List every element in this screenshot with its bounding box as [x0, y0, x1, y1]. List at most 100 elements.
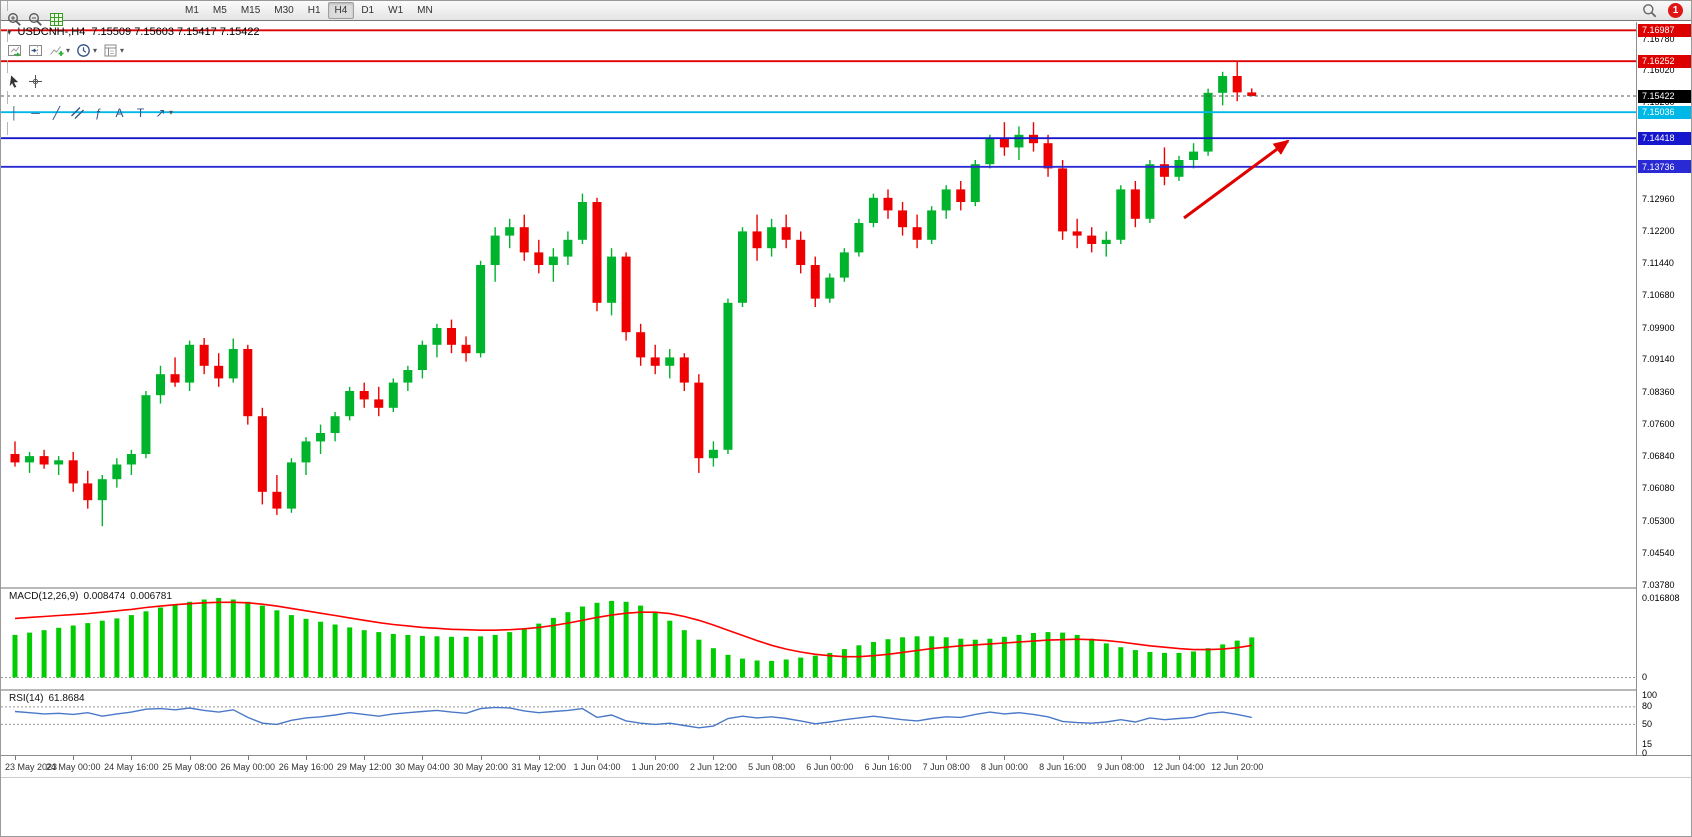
timeframe-m5-button[interactable]: M5 [212, 5, 227, 16]
macd-axis-label: 0 [1642, 672, 1648, 682]
text-label-icon: T [136, 105, 145, 120]
price-axis-label: 7.06080 [1642, 482, 1675, 493]
price-axis-label: 7.04540 [1642, 547, 1675, 558]
dropdown-caret-icon: ▾ [93, 46, 98, 55]
indicators-button[interactable]: ▾ [46, 42, 73, 60]
one-click-trading-toggle[interactable]: ▾ [7, 26, 12, 37]
auto-scroll-icon [7, 43, 22, 58]
periods-icon [76, 43, 91, 58]
timeframe-h4-button[interactable]: H4 [327, 2, 355, 19]
chart-shift-button[interactable] [25, 42, 46, 60]
channel-icon [70, 105, 85, 120]
horizontal-line-icon: ─ [31, 105, 40, 120]
time-axis[interactable]: 23 May 2023 24 May 00:00 24 May 16:00 25 Ma… [1, 755, 1691, 777]
templates-button[interactable]: ▾ [100, 42, 127, 60]
toolbar-separator [7, 90, 8, 104]
zoom-in-icon [7, 12, 22, 27]
search-button[interactable] [1639, 2, 1660, 20]
time-axis-label: 1 Jun 20:00 [631, 762, 679, 772]
horizontal-line-button[interactable]: ─ [25, 104, 46, 122]
zoom-in-button[interactable] [4, 11, 25, 29]
timeframe-w1-button[interactable]: W1 [388, 5, 404, 16]
price-chart-panel[interactable] [1, 22, 1636, 587]
time-axis-tick [1062, 756, 1064, 760]
dropdown-caret-icon: ▾ [66, 46, 71, 55]
notification-badge[interactable]: 1 [1668, 3, 1683, 18]
time-axis-label: 6 Jun 00:00 [806, 762, 854, 772]
timeframe-h1-button[interactable]: H1 [307, 5, 321, 16]
time-axis-tick [131, 756, 133, 760]
vertical-line-button[interactable]: │ [4, 104, 25, 122]
text-label-button[interactable]: T [130, 104, 151, 122]
time-axis-tick [538, 756, 540, 760]
price-axis-label: 7.09140 [1642, 354, 1675, 365]
zoom-out-button[interactable] [25, 11, 46, 29]
crosshair-button[interactable] [25, 73, 46, 91]
time-axis-label: 24 May 16:00 [104, 762, 159, 772]
grid-button[interactable] [46, 11, 67, 29]
macd-indicator-panel[interactable] [1, 589, 1636, 689]
macd-axis-label: 0.016808 [1642, 592, 1680, 603]
rsi-indicator-label: RSI(14) 61.8684 [9, 693, 85, 704]
timeframe-mn-button[interactable]: MN [417, 5, 433, 16]
macd-panel-splitter[interactable] [1, 587, 1691, 589]
time-axis-label: 8 Jun 00:00 [980, 762, 1028, 772]
macd-signal-value: 0.006781 [130, 591, 172, 602]
timeframe-m1-button[interactable]: M1 [185, 5, 199, 16]
timeframe-m15-button[interactable]: M15 [240, 5, 261, 16]
rsi-line [14, 706, 1252, 729]
price-axis-label: 7.09900 [1642, 322, 1675, 333]
grid-icon [49, 12, 64, 27]
time-axis-label: 12 Jun 20:00 [1211, 762, 1264, 772]
price-line-label: 7.13736 [1638, 160, 1691, 174]
time-axis-label: 23 May 2023 [5, 762, 58, 772]
macd-signal-line [14, 601, 1252, 658]
time-axis-tick [1179, 756, 1180, 760]
dropdown-caret-icon: ▾ [169, 108, 174, 117]
time-axis-label: 30 May 04:00 [395, 762, 450, 772]
time-axis-tick [829, 756, 831, 760]
time-axis-tick [946, 756, 948, 760]
toolbar-group [4, 11, 176, 29]
trendline-button[interactable]: ╱ [46, 104, 67, 122]
time-axis-tick [306, 756, 307, 760]
fibonacci-icon: ƒ [95, 105, 102, 120]
rsi-indicator-panel[interactable] [1, 691, 1636, 755]
time-axis-tick [364, 756, 366, 760]
toolbar-separator [7, 28, 8, 42]
toolbar-right-section: 1 [1639, 2, 1688, 20]
fibonacci-button[interactable]: ƒ [88, 104, 109, 122]
channel-button[interactable] [67, 104, 88, 122]
cursor-icon [7, 74, 22, 89]
price-axis-label: 7.06840 [1642, 451, 1675, 461]
time-axis-label: 6 Jun 16:00 [864, 762, 912, 772]
toolbar-button-groups: 新订单自动交易▾▾▾│─╱ƒAT↗▾ [4, 1, 176, 135]
price-axis[interactable]: 7.167807.160207.152607.129607.122007.114… [1636, 22, 1691, 758]
timeframe-m30-button[interactable]: M30 [274, 5, 294, 16]
time-axis-tick [189, 756, 191, 760]
trendline-icon: ╱ [52, 105, 61, 120]
time-axis-label: 9 Jun 08:00 [1097, 762, 1145, 772]
text-button[interactable]: A [109, 104, 130, 122]
periods-button[interactable]: ▾ [73, 42, 100, 60]
time-axis-tick [73, 756, 75, 760]
trend-arrow [1183, 139, 1290, 220]
time-axis-tick [15, 756, 16, 760]
search-icon [1642, 3, 1657, 18]
price-axis-label: 7.16020 [1642, 65, 1675, 76]
cursor-button[interactable] [4, 73, 25, 91]
timeframe-d1-button[interactable]: D1 [361, 5, 375, 16]
time-axis-label: 12 Jun 04:00 [1152, 762, 1206, 772]
arrows-button[interactable]: ↗ ▾ [151, 104, 176, 122]
main-toolbar: 新订单自动交易▾▾▾│─╱ƒAT↗▾ M1M5M15M30H1H4D1W1MN … [1, 1, 1691, 135]
toolbar-separator [7, 1, 8, 11]
price-axis-label: 7.05300 [1642, 515, 1675, 526]
rsi-panel-splitter[interactable] [1, 689, 1691, 691]
toolbar-group: ▾ ▾ ▾ [4, 42, 176, 60]
time-axis-tick [713, 756, 715, 760]
toolbar-separator [7, 121, 8, 135]
price-axis-label: 7.11440 [1642, 257, 1674, 268]
time-axis-label: 24 May 00:00 [45, 762, 101, 772]
auto-scroll-button[interactable] [4, 42, 25, 60]
price-axis-label: 7.10680 [1642, 289, 1675, 300]
